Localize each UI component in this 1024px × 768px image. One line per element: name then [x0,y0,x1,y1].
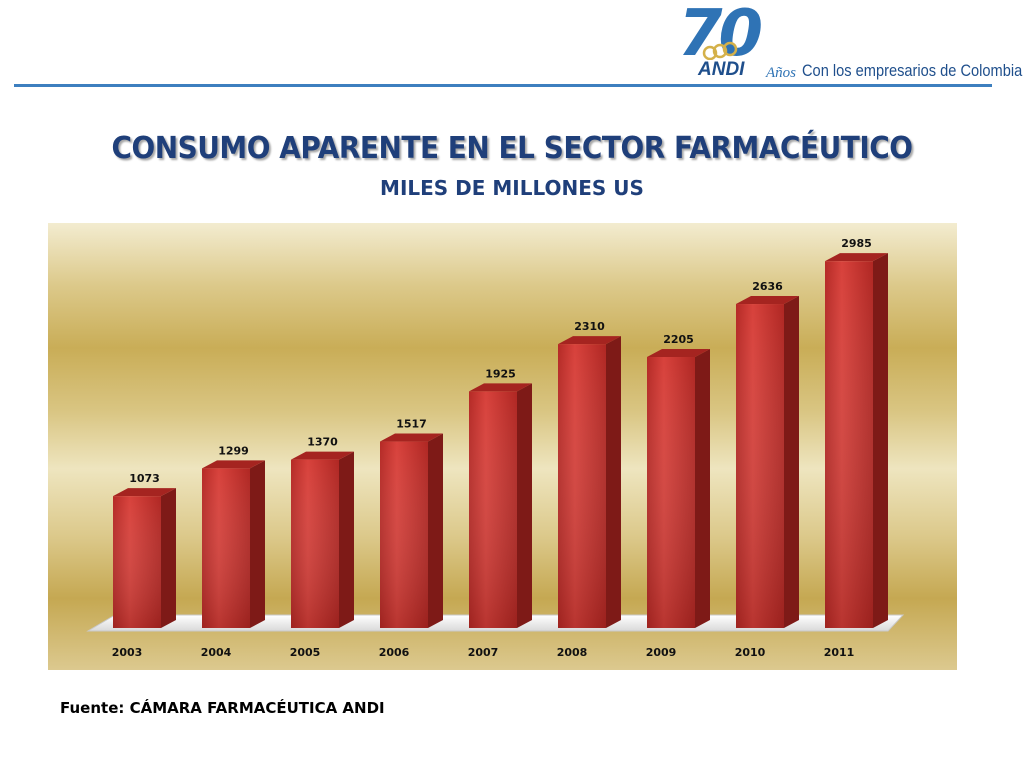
bar-side [606,336,621,628]
data-label-2007: 1925 [485,367,516,380]
bar-shade [291,459,339,628]
data-label-2011: 2985 [841,237,872,250]
x-tick-2009: 2009 [646,646,677,659]
source-note: Fuente: CÁMARA FARMACÉUTICA ANDI [60,699,385,717]
data-label-2004: 1299 [218,444,249,457]
x-tick-2004: 2004 [201,646,232,659]
chart-panel: 1073 1299 1370 1517 1925 2310 2205 2636 2985 200… [48,223,957,670]
logo-tagline: Con los empresarios de Colombia [802,61,1023,80]
bar-side [517,383,532,628]
bar-2007 [469,383,532,628]
bar-top [647,349,710,358]
bar-side [695,349,710,628]
bar-top [558,336,621,345]
bar-top [825,253,888,262]
data-label-2005: 1370 [307,436,338,449]
bar-2009 [647,349,710,628]
bar-top [202,460,265,469]
x-tick-2006: 2006 [379,646,410,659]
x-tick-2010: 2010 [735,646,766,659]
bar-side [428,433,443,628]
bar-top [469,383,532,392]
bar-2010 [736,296,799,628]
bar-shade [825,261,873,628]
bar-shade [469,391,517,628]
bar-side [339,451,354,628]
chart-title: CONSUMO APARENTE EN EL SECTOR FARMACÉUTI… [111,131,913,166]
bar-2011 [825,253,888,628]
bar-2006 [380,433,443,628]
bar-side [873,253,888,628]
data-label-2010: 2636 [752,280,783,293]
x-tick-2011: 2011 [824,646,855,659]
bar-chart: 1073 1299 1370 1517 1925 2310 2205 2636 2985 200… [86,237,905,659]
data-label-2006: 1517 [396,418,427,431]
bar-top [113,488,176,497]
x-tick-2005: 2005 [290,646,321,659]
x-tick-2007: 2007 [468,646,499,659]
bar-shade [202,468,250,628]
bar-shade [736,304,784,628]
header-divider [14,84,992,87]
data-label-2009: 2205 [663,333,694,346]
x-tick-2008: 2008 [557,646,588,659]
bar-shade [113,496,161,628]
bar-shade [558,344,606,628]
bar-2005 [291,451,354,628]
bar-2003 [113,488,176,628]
bar-side [250,460,265,628]
bar-top [736,296,799,305]
data-label-2008: 2310 [574,320,605,333]
andi-70-anos-logo: 70 ANDI Años Con los empresarios de Colo… [678,2,1022,84]
logo-brand: ANDI [696,59,747,80]
bar-top [380,433,443,442]
bar-side [161,488,176,628]
logo-rings-icon [702,41,738,61]
bar-side [784,296,799,628]
bar-2004 [202,460,265,628]
bar-top [291,451,354,460]
logo-number: 70 [678,0,763,71]
logo-anos: Años [766,65,796,81]
bar-shade [647,357,695,628]
chart-subtitle: MILES DE MILLONES US [380,176,644,200]
data-label-2003: 1073 [129,472,160,485]
x-tick-2003: 2003 [112,646,143,659]
bar-shade [380,441,428,628]
bar-2008 [558,336,621,628]
